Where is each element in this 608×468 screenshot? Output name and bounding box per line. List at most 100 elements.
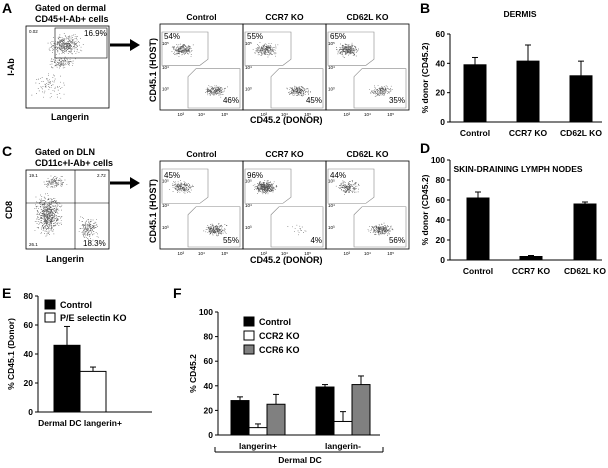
y-tick-label: 0 [440, 117, 445, 127]
y-tick-label: 100 [431, 155, 445, 165]
panel-c-quad-bl: 26.1 [29, 242, 38, 247]
x-category-label: Control [463, 266, 493, 276]
y-tick-label: 80 [436, 175, 446, 185]
panel-a-arrow [110, 39, 140, 51]
host-pct: 44% [330, 171, 346, 180]
y-tick-label: 60 [24, 320, 34, 330]
subplot-frame [325, 160, 410, 250]
x-category-label: CD62L KO [560, 128, 602, 138]
panel-c-quad-tl: 19.1 [29, 173, 38, 178]
y-tick-label: 10⁵ [328, 41, 335, 46]
y-axis-title: % CD45.2 [188, 354, 198, 393]
y-tick-label: 10³ [245, 87, 252, 92]
scatter-dots [43, 175, 68, 188]
host-gate [327, 168, 375, 204]
legend-label: CCR2 KO [259, 331, 300, 341]
donor-pct: 56% [389, 236, 405, 245]
panel-a-x-axis-label: Langerin [51, 112, 89, 122]
panel-a-x-label: CD45.2 (DONOR) [250, 115, 323, 125]
scatter-dots [171, 43, 194, 57]
gate-box [54, 27, 108, 59]
scatter-dots [78, 216, 99, 241]
y-tick-label: 80 [204, 332, 214, 342]
flow-subplot-1 [159, 160, 244, 250]
subplot-title: Control [186, 12, 216, 22]
x-category-label: langerin+ [239, 441, 277, 451]
y-tick-label: 10⁵ [245, 41, 252, 46]
panel-c-quad-tr: 2.72 [97, 173, 106, 178]
donor-pct: 35% [389, 96, 405, 105]
host-gate [161, 31, 209, 66]
bar [569, 75, 593, 123]
panel-c-x-label: CD45.2 (DONOR) [250, 255, 323, 265]
panel-c-gate-line1: Gated on DLN [35, 147, 95, 157]
y-tick-label: 60 [204, 356, 214, 366]
x-tick-label: 10⁴ [364, 251, 371, 256]
y-tick-label: 10⁵ [162, 178, 169, 183]
y-tick-label: 10⁴ [328, 65, 335, 70]
bar [573, 203, 597, 261]
host-pct: 96% [247, 171, 263, 180]
y-tick-label: 20 [436, 88, 446, 98]
y-tick-label: 100 [199, 307, 213, 317]
bar [463, 64, 487, 123]
panel-a-gate-plot: 16.9% 0.02 [25, 25, 110, 109]
scatter-dots [49, 56, 76, 69]
scatter-dots [367, 222, 394, 236]
y-tick-label: 40 [436, 215, 446, 225]
donor-gate [187, 68, 241, 109]
y-tick-label: 10³ [328, 87, 335, 92]
donor-pct: 4% [310, 236, 322, 245]
x-tick-label: 10⁵ [221, 112, 228, 117]
donor-pct: 45% [306, 96, 322, 105]
panel-a-y-label: CD45.1 (HOST) [148, 38, 158, 102]
bar [315, 386, 335, 436]
y-tick-label: 20 [24, 378, 34, 388]
panel-letter-c: C [2, 143, 12, 159]
y-axis-title: % CD45.1 (Donor) [6, 318, 16, 390]
scatter-dots [31, 73, 65, 99]
scatter-dots [335, 180, 360, 195]
panel-c-y-label: CD45.1 (HOST) [148, 179, 158, 243]
host-gate [327, 31, 375, 66]
x-tick-label: 10⁵ [221, 251, 228, 256]
panel-c-gate-plot: 19.1 2.72 26.1 18.3% [25, 169, 110, 250]
legend-swatch [243, 316, 255, 327]
subplot-title: CCR7 KO [265, 149, 304, 159]
scatter-dots [252, 180, 278, 195]
donor-gate [270, 206, 324, 248]
donor-gate [187, 206, 241, 248]
panel-letter-e: E [2, 285, 11, 301]
panel-a-y-axis-label: I-Ab [6, 58, 16, 76]
panel-c-gate-line2: CD11c+I-Ab+ cells [35, 158, 113, 168]
donor-gate [353, 206, 407, 248]
y-tick-label: 10⁵ [162, 41, 169, 46]
panel-a-gate-line2: CD45+I-Ab+ cells [35, 14, 109, 24]
x-tick-label: 10⁵ [304, 112, 311, 117]
y-tick-label: 20 [204, 405, 214, 415]
y-tick-label: 10⁴ [162, 65, 169, 70]
y-tick-label: 0 [208, 430, 213, 440]
y-tick-label: 10³ [162, 225, 169, 230]
scatter-dots [203, 223, 228, 237]
bar [230, 400, 250, 436]
panel-a-gate-line1: Gated on dermal [35, 3, 106, 13]
x-tick-label: 10³ [260, 251, 267, 256]
panel-letter-b: B [420, 0, 430, 16]
panel-letter-a: A [2, 0, 12, 16]
donor-gate [353, 68, 407, 109]
scatter-dots [369, 85, 393, 97]
panel-c-x-axis-label: Langerin [46, 254, 84, 264]
scatter-dots [336, 42, 359, 58]
scatter-dots [286, 85, 311, 97]
y-tick-label: 60 [436, 29, 446, 39]
x-tick-label: 10⁵ [387, 251, 394, 256]
panel-c-arrow [110, 177, 140, 189]
chart-b-dermis: 0 20 40 60 % donor (CD45.2) DERMIS Control CCR7… [420, 9, 602, 138]
panel-c-gate-pct: 18.3% [83, 239, 106, 248]
x-tick-label: 10⁴ [364, 112, 371, 117]
y-axis-title: % donor (CD45.2) [420, 42, 430, 113]
bar [248, 427, 268, 436]
y-tick-label: 40 [204, 381, 214, 391]
